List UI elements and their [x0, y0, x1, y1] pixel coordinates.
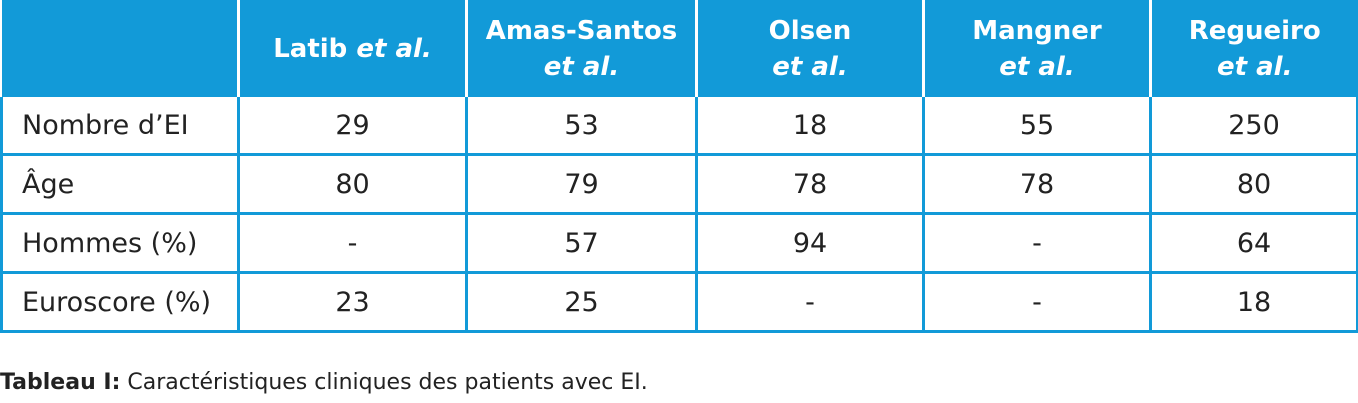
header-et-al: et al. [356, 33, 432, 64]
table-cell: 23 [237, 272, 467, 333]
row-label: Hommes (%) [0, 213, 239, 274]
table-cell: 78 [922, 154, 1151, 215]
table-cell: 29 [237, 97, 467, 156]
header-cell-olsen: Olsen et al. [695, 0, 924, 97]
table-cell: 64 [1149, 213, 1358, 274]
header-cell-empty [1, 0, 239, 97]
table-caption: Tableau I: Caractéristiques cliniques de… [0, 370, 648, 395]
table-cell: 53 [465, 97, 697, 156]
header-et-al: et al. [772, 51, 848, 82]
header-name: Olsen [768, 15, 852, 46]
table-row: Âge 80 79 78 78 80 [0, 154, 1358, 215]
table-cell: 78 [695, 154, 924, 215]
header-name: Regueiro [1188, 15, 1321, 46]
caption-text: Caractéristiques cliniques des patients … [120, 370, 648, 395]
table-cell: - [922, 272, 1151, 333]
table-cell: 25 [465, 272, 697, 333]
header-et-al: et al. [1217, 51, 1293, 82]
table-cell: 18 [695, 97, 924, 156]
table-cell: 80 [1149, 154, 1358, 215]
header-name: Latib [273, 33, 357, 64]
header-name: Amas-Santos [485, 15, 678, 46]
table-cell: 57 [465, 213, 697, 274]
header-name: Mangner [972, 15, 1102, 46]
table-row: Nombre d’EI 29 53 18 55 250 [0, 97, 1358, 156]
header-cell-latib: Latib et al. [237, 0, 467, 97]
table-cell: - [237, 213, 467, 274]
header-et-al: et al. [543, 51, 620, 82]
table-cell: 18 [1149, 272, 1358, 333]
data-table-container: Latib et al. Amas-Santos et al. Olsen et a… [0, 0, 1358, 333]
header-et-al: et al. [999, 51, 1075, 82]
table-row: Euroscore (%) 23 25 - - 18 [0, 272, 1358, 333]
header-cell-amas-santos: Amas-Santos et al. [465, 0, 697, 97]
header-cell-regueiro: Regueiro et al. [1149, 0, 1358, 97]
table-cell: 79 [465, 154, 697, 215]
header-cell-mangner: Mangner et al. [922, 0, 1151, 97]
table-cell: 80 [237, 154, 467, 215]
table-cell: 94 [695, 213, 924, 274]
patients-table: Latib et al. Amas-Santos et al. Olsen et a… [0, 0, 1358, 333]
table-cell: 250 [1149, 97, 1358, 156]
caption-label: Tableau I: [0, 370, 121, 395]
row-label: Nombre d’EI [0, 97, 239, 156]
header-row: Latib et al. Amas-Santos et al. Olsen et a… [1, 0, 1358, 97]
table-cell: - [922, 213, 1151, 274]
table-cell: 55 [922, 97, 1151, 156]
row-label: Âge [0, 154, 239, 215]
table-cell: - [695, 272, 924, 333]
table-row: Hommes (%) - 57 94 - 64 [0, 213, 1358, 274]
row-label: Euroscore (%) [0, 272, 239, 333]
